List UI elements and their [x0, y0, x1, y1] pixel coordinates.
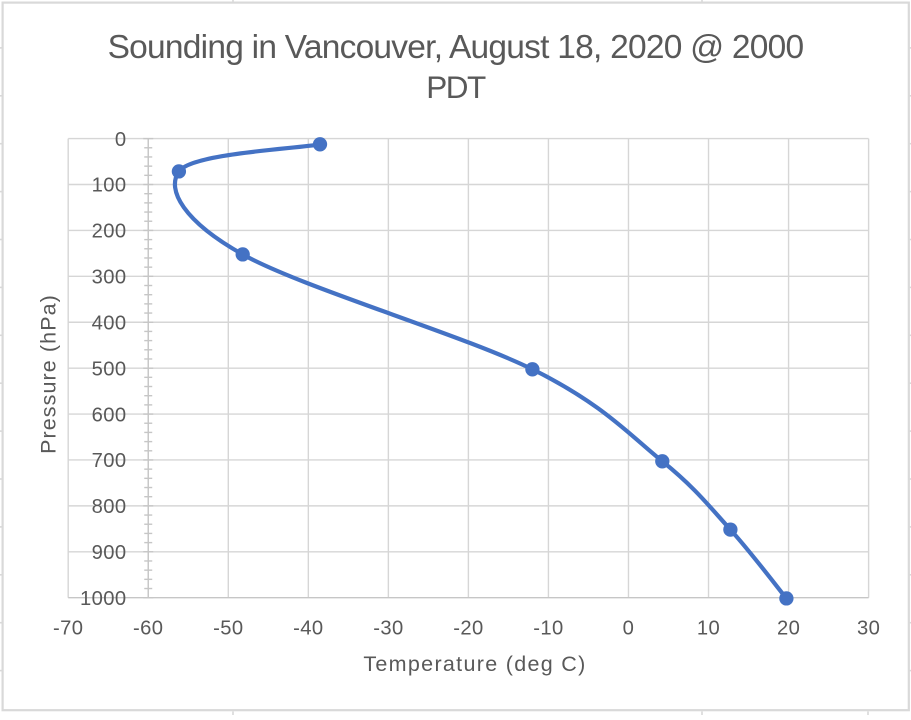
- svg-text:-70: -70: [53, 618, 83, 640]
- svg-text:Temperature (deg C): Temperature (deg C): [363, 652, 586, 676]
- svg-text:PDT: PDT: [426, 69, 486, 105]
- svg-text:30: 30: [857, 618, 880, 640]
- svg-text:0: 0: [115, 129, 127, 151]
- svg-text:0: 0: [623, 618, 635, 640]
- svg-text:-60: -60: [133, 618, 163, 640]
- svg-text:Sounding in Vancouver, August: Sounding in Vancouver, August 18, 2020 @…: [108, 29, 804, 66]
- svg-text:200: 200: [92, 221, 127, 243]
- svg-text:800: 800: [92, 496, 127, 518]
- svg-text:10: 10: [697, 618, 720, 640]
- svg-text:700: 700: [92, 450, 127, 472]
- svg-text:Pressure (hPa): Pressure (hPa): [37, 294, 61, 454]
- svg-text:-40: -40: [293, 618, 323, 640]
- svg-text:20: 20: [777, 618, 800, 640]
- svg-text:400: 400: [92, 312, 127, 334]
- svg-text:-10: -10: [533, 618, 563, 640]
- svg-text:100: 100: [92, 175, 127, 197]
- svg-text:-20: -20: [453, 618, 483, 640]
- svg-text:-50: -50: [213, 618, 243, 640]
- svg-text:500: 500: [92, 358, 127, 380]
- svg-text:1000: 1000: [80, 588, 127, 610]
- svg-text:600: 600: [92, 404, 127, 426]
- svg-text:900: 900: [92, 542, 127, 564]
- svg-text:-30: -30: [373, 618, 403, 640]
- svg-text:300: 300: [92, 267, 127, 289]
